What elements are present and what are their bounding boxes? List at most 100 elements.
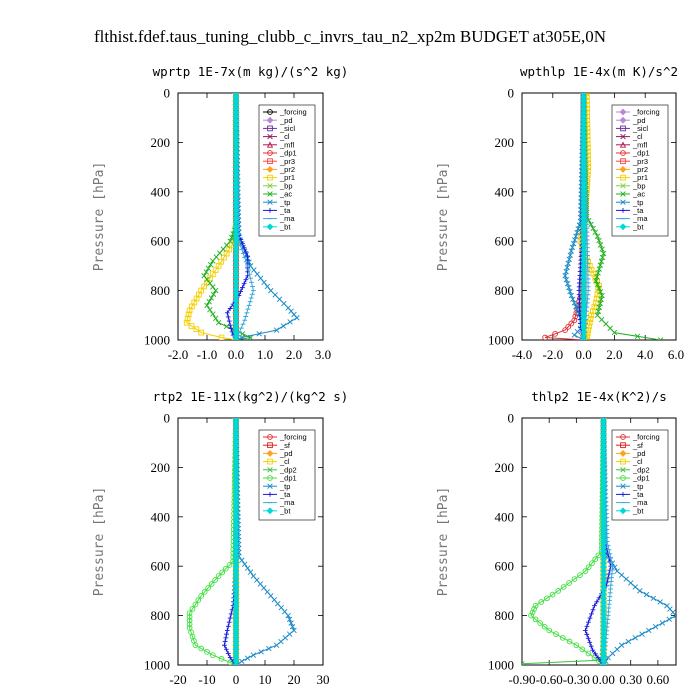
series-ta-marker: [225, 623, 231, 629]
series-dp1-marker: [226, 562, 233, 568]
x-tick-label: 2.0: [286, 347, 302, 362]
legend-marker: [267, 174, 273, 181]
x-tick-label: -4.0: [512, 347, 533, 362]
legend-marker: [620, 434, 626, 440]
legend-marker: [267, 442, 273, 449]
series-tp-marker: [261, 279, 267, 286]
series-tp-marker: [614, 646, 620, 653]
y-tick-label: 800: [495, 283, 515, 298]
y-tick-label: 0: [164, 86, 171, 101]
series-pr1-marker: [185, 311, 192, 318]
series-dp1-marker: [198, 645, 205, 652]
series-group: [183, 93, 300, 340]
series-ac-marker: [208, 295, 215, 301]
series-ta-marker: [595, 655, 601, 660]
legend-label: _tp: [632, 198, 643, 207]
series-dp1-marker: [529, 609, 536, 616]
x-tick-label: -0.30: [563, 672, 590, 687]
legend-marker: [267, 191, 273, 197]
legend-label: _cl: [632, 132, 643, 141]
series-tp-marker: [567, 288, 573, 295]
legend-label: _forcing: [632, 433, 660, 442]
legend-label: _cl: [279, 132, 290, 141]
series-ta-marker: [225, 314, 231, 320]
y-axis-label: Pressure [hPa]: [92, 487, 107, 597]
legend-label: _pd: [279, 449, 293, 458]
y-tick-label: 1000: [488, 333, 514, 348]
series-group: [186, 418, 297, 665]
series-tp-marker: [254, 271, 260, 277]
legend: _forcing_sf_pd_cl_dp2_dp1_tp_ta_ma_bt: [611, 429, 669, 521]
series-ac-marker: [593, 278, 599, 284]
legend-label: _pr3: [279, 157, 295, 166]
series-tp-marker: [632, 584, 638, 590]
series-dp1-marker: [565, 323, 572, 330]
series-pr1-marker: [201, 283, 207, 290]
legend-label: _tp: [279, 482, 290, 491]
x-tick-label: 0.0: [575, 347, 591, 362]
series-ac-marker: [594, 281, 601, 288]
series-ac-marker: [598, 258, 605, 265]
series-ta-marker: [590, 647, 596, 653]
series-ta-marker: [222, 639, 228, 644]
y-tick-label: 400: [495, 184, 515, 199]
series-ac-marker: [596, 266, 602, 272]
series-tp-marker: [618, 572, 625, 578]
series-bt-marker: [232, 661, 240, 665]
series-tp-marker: [650, 595, 657, 602]
legend-label: _bt: [632, 506, 644, 515]
series-ac-marker: [595, 308, 602, 315]
legend-label: _sf: [279, 441, 291, 450]
series-ta-marker: [585, 635, 591, 641]
legend-label: _tp: [279, 198, 290, 207]
legend-label: _dp1: [279, 474, 297, 483]
series-dp1-marker: [585, 650, 592, 657]
series-ac-marker: [210, 258, 216, 264]
series-ac-marker: [204, 302, 210, 309]
legend-marker: [267, 183, 273, 189]
legend-label: _dp1: [279, 149, 297, 158]
series-tp-marker: [573, 233, 579, 239]
series-ac-marker: [595, 270, 601, 276]
series-dp1-marker: [544, 595, 550, 602]
legend-marker: [267, 109, 273, 115]
series-dp1-marker: [186, 610, 193, 616]
y-tick-label: 600: [495, 559, 515, 574]
series-ac-marker: [596, 237, 602, 244]
series-ac-marker: [210, 311, 216, 317]
series-dp2-marker: [522, 661, 525, 665]
series-tp-marker: [571, 332, 578, 338]
series-tp-marker: [247, 569, 254, 575]
series-tp-marker: [268, 287, 274, 294]
series-ac-marker: [207, 261, 214, 268]
series-tp-marker: [574, 229, 580, 236]
legend-marker: [620, 133, 626, 140]
y-tick-label: 1000: [144, 658, 170, 673]
series-tp-marker: [569, 244, 576, 251]
x-tick-label: 1.0: [257, 347, 273, 362]
legend-label: _sf: [632, 441, 644, 450]
legend-marker: [620, 199, 626, 205]
series-ac-marker: [597, 242, 604, 248]
series-ac-marker: [592, 229, 599, 236]
series-ta-marker: [243, 249, 249, 255]
legend-label: _mfl: [279, 140, 295, 149]
series-tp-marker: [239, 557, 245, 563]
series-ac-marker: [207, 307, 213, 313]
series-tp-marker: [241, 561, 248, 567]
series-ta-marker: [592, 603, 597, 609]
series-dp1-marker: [195, 597, 202, 604]
x-tick-label: -2.0: [543, 347, 564, 362]
series-dp1-marker: [572, 313, 579, 320]
x-tick-label: -1.0: [197, 347, 218, 362]
series-tp-marker: [646, 627, 652, 634]
series-tp-marker: [273, 642, 280, 648]
series-dp1-marker: [541, 623, 548, 630]
series-ta-marker: [576, 296, 582, 302]
legend-label: _bp: [279, 181, 293, 190]
series-group: [522, 418, 676, 665]
legend-marker: [267, 483, 273, 489]
series-tp-marker: [264, 283, 271, 290]
legend-marker: [267, 467, 273, 473]
series-ta-marker: [586, 619, 591, 625]
